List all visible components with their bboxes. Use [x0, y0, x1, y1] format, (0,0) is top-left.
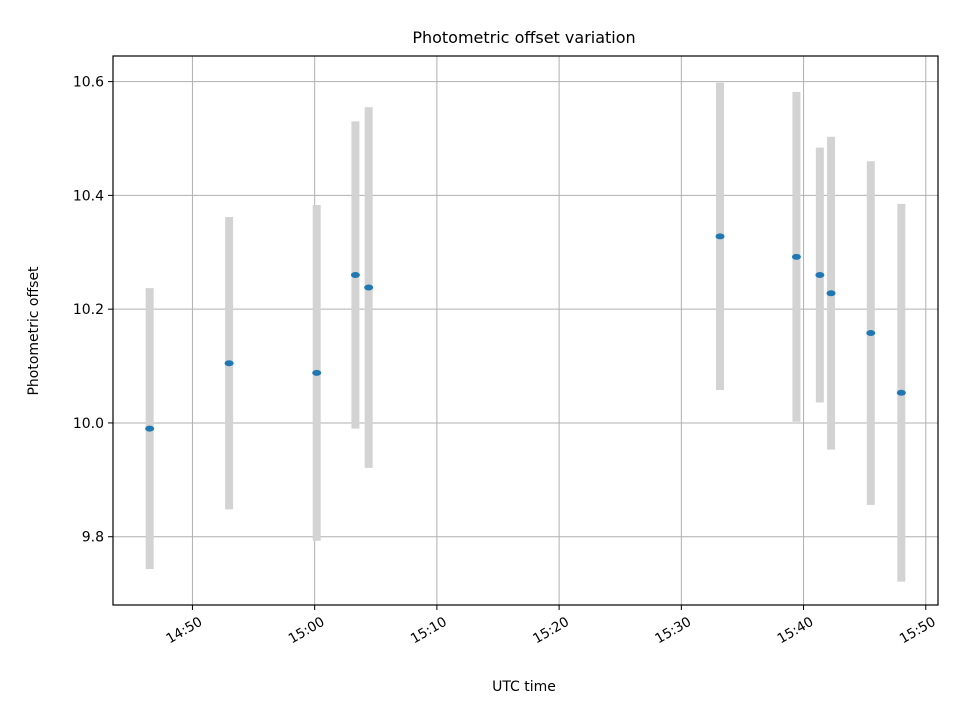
data-point	[312, 369, 322, 376]
y-axis-label: Photometric offset	[26, 266, 42, 396]
data-points	[145, 233, 906, 432]
y-tick-label: 10.6	[73, 75, 104, 91]
data-point	[866, 330, 876, 337]
data-point	[145, 425, 155, 432]
y-tick-label: 10.2	[73, 302, 104, 318]
data-point	[791, 253, 801, 260]
data-point	[350, 272, 360, 279]
data-point	[224, 360, 234, 367]
y-tick-label: 10.0	[73, 416, 104, 432]
y-tick-label: 9.8	[82, 530, 104, 546]
x-axis-label: UTC time	[492, 679, 556, 695]
data-point	[815, 272, 825, 279]
data-point	[896, 389, 906, 396]
y-tick-label: 10.4	[73, 188, 104, 204]
plot-frame	[112, 55, 939, 606]
data-point	[715, 233, 725, 240]
y-axis-ticks: 9.8 10.0 10.2 10.4 10.6	[73, 75, 113, 546]
data-point	[826, 290, 836, 297]
data-point	[364, 284, 374, 291]
chart-title: Photometric offset variation	[412, 28, 635, 47]
